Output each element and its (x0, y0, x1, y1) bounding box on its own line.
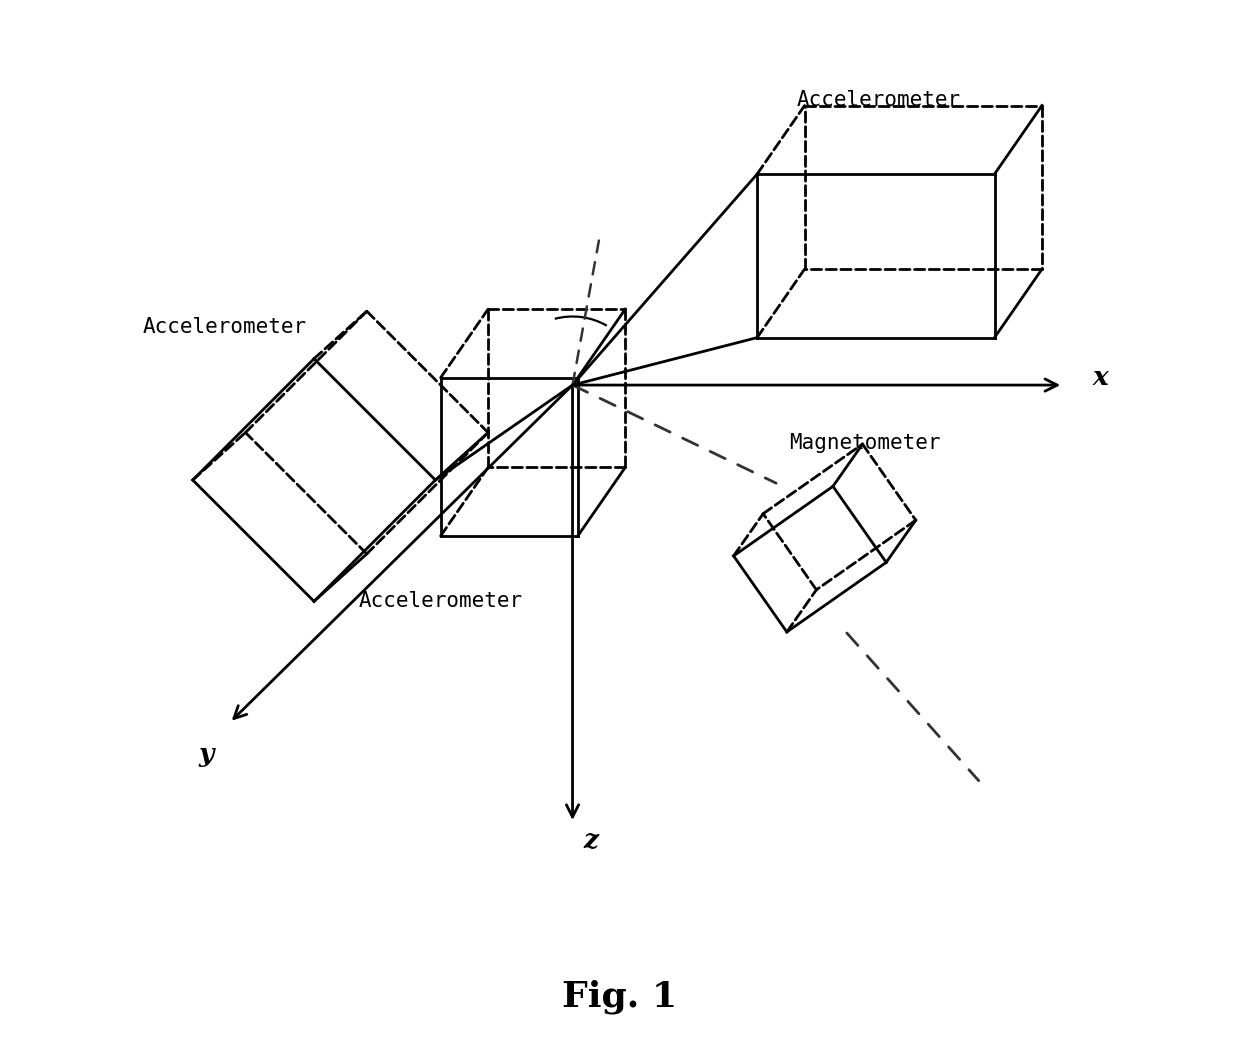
Text: Accelerometer: Accelerometer (796, 91, 961, 110)
Text: y: y (198, 742, 215, 767)
Text: Fig. 1: Fig. 1 (563, 980, 677, 1014)
Text: z: z (583, 828, 598, 853)
Text: Accelerometer: Accelerometer (143, 318, 306, 337)
Text: Magnetometer: Magnetometer (789, 434, 940, 453)
Text: x: x (1092, 365, 1107, 390)
Text: Accelerometer: Accelerometer (358, 591, 523, 611)
